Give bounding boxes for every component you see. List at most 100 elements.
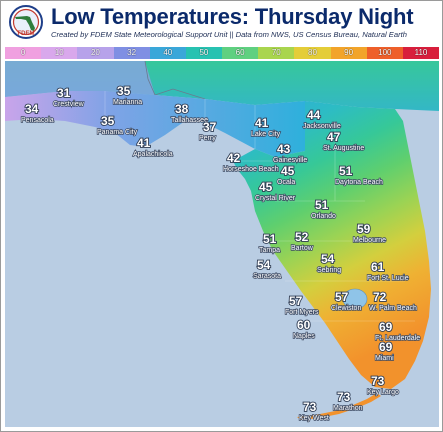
scale-segment: 100 bbox=[366, 47, 403, 59]
scale-segment: 80 bbox=[294, 47, 331, 59]
city-temperature: 38 bbox=[175, 102, 189, 116]
city-name: Orlando bbox=[311, 213, 336, 220]
scale-tick-label: 0 bbox=[20, 48, 26, 57]
city-temperature: 45 bbox=[259, 180, 273, 194]
city-marker: 72W. Palm Beach bbox=[368, 289, 418, 313]
lake-okeechobee bbox=[342, 288, 368, 310]
city-labels: 34Pensacola31Crestview35Marianna35Panama… bbox=[20, 83, 421, 423]
city-temperature: 41 bbox=[255, 116, 269, 130]
city-temperature: 61 bbox=[371, 260, 385, 274]
city-temperature: 54 bbox=[321, 252, 335, 266]
scale-tick-label: 90 bbox=[344, 48, 354, 57]
city-name: Key Largo bbox=[367, 389, 399, 396]
city-temperature: 35 bbox=[117, 84, 131, 98]
scale-segment: 50 bbox=[185, 47, 223, 59]
city-temperature: 54 bbox=[257, 258, 271, 272]
scale-segment: 90 bbox=[330, 47, 367, 59]
city-name: Panama City bbox=[97, 129, 138, 136]
city-name: Melbourne bbox=[353, 237, 386, 244]
header: FDEM Low Temperatures: Thursday Night Cr… bbox=[1, 1, 442, 45]
city-temperature: 51 bbox=[263, 232, 277, 246]
scale-segment: 70 bbox=[258, 47, 295, 59]
city-name: Crestview bbox=[53, 101, 85, 108]
city-name: Ocala bbox=[277, 179, 295, 186]
scale-tick-label: 50 bbox=[199, 48, 209, 57]
city-temperature: 57 bbox=[289, 294, 303, 308]
scale-segment: 60 bbox=[222, 47, 259, 59]
city-name: Pensacola bbox=[21, 117, 54, 124]
map-canvas: 34Pensacola31Crestview35Marianna35Panama… bbox=[5, 61, 439, 423]
florida-panhandle bbox=[5, 91, 305, 157]
city-name: Crystal River bbox=[255, 195, 296, 202]
city-name: St. Augustine bbox=[323, 145, 364, 152]
city-name: Marianna bbox=[113, 99, 142, 106]
city-temperature: 45 bbox=[281, 164, 295, 178]
city-name: Tallahassee bbox=[171, 117, 208, 124]
city-temperature: 51 bbox=[315, 198, 329, 212]
scale-tick-label: 80 bbox=[308, 48, 317, 57]
city-temperature: 60 bbox=[297, 318, 311, 332]
scale-tick-label: 10 bbox=[54, 48, 64, 57]
city-name: Miami bbox=[375, 355, 394, 362]
city-temperature: 73 bbox=[337, 390, 351, 404]
city-temperature: 47 bbox=[327, 130, 341, 144]
scale-tick-label: 40 bbox=[163, 48, 173, 57]
logo-text: FDEM bbox=[18, 31, 35, 37]
city-name: W. Palm Beach bbox=[369, 305, 417, 312]
county-lines bbox=[104, 91, 415, 322]
city-temperature: 51 bbox=[339, 164, 353, 178]
city-temperature: 44 bbox=[307, 108, 321, 122]
city-name: Bartow bbox=[291, 245, 314, 252]
city-name: Key West bbox=[299, 415, 329, 422]
city-temperature: 57 bbox=[335, 290, 349, 304]
city-name: Ft. Lauderdale bbox=[375, 335, 420, 342]
scale-tick-label: 20 bbox=[90, 48, 100, 57]
city-name: Fort St. Lucie bbox=[367, 275, 409, 282]
city-temperature: 52 bbox=[295, 230, 309, 244]
city-temperature: 59 bbox=[357, 222, 371, 236]
scale-segment: 0 bbox=[5, 47, 42, 59]
city-temperature: 34 bbox=[25, 102, 39, 116]
temperature-color-scale: 0 10 20 32 40 50 60 70 80 90 100 110 bbox=[5, 47, 440, 59]
city-temperature: 31 bbox=[57, 86, 71, 100]
scale-segment: 32 bbox=[113, 47, 150, 59]
florida-peninsula bbox=[233, 101, 431, 389]
city-temperature: 43 bbox=[277, 142, 291, 156]
city-name: Lake City bbox=[251, 131, 281, 138]
alabama-west-region bbox=[5, 61, 155, 97]
page-subtitle: Created by FDEM State Meteorological Sup… bbox=[51, 30, 407, 39]
city-name: Gainesville bbox=[273, 157, 307, 164]
city-name: Naples bbox=[293, 333, 315, 340]
scale-tick-label: 100 bbox=[378, 48, 392, 57]
city-temperature: 41 bbox=[137, 136, 151, 150]
city-name: Daytona Beach bbox=[335, 179, 383, 186]
scale-segment: 110 bbox=[402, 47, 440, 59]
city-name: Clewiston bbox=[331, 305, 361, 312]
city-temperature: 73 bbox=[371, 374, 385, 388]
city-temperature: 72 bbox=[373, 290, 387, 304]
scale-tick-label: 60 bbox=[235, 48, 245, 57]
scale-tick-label: 32 bbox=[127, 48, 137, 57]
city-name: Apalachicola bbox=[133, 151, 173, 158]
scale-segment: 40 bbox=[149, 47, 186, 59]
scale-segment: 10 bbox=[41, 47, 78, 59]
